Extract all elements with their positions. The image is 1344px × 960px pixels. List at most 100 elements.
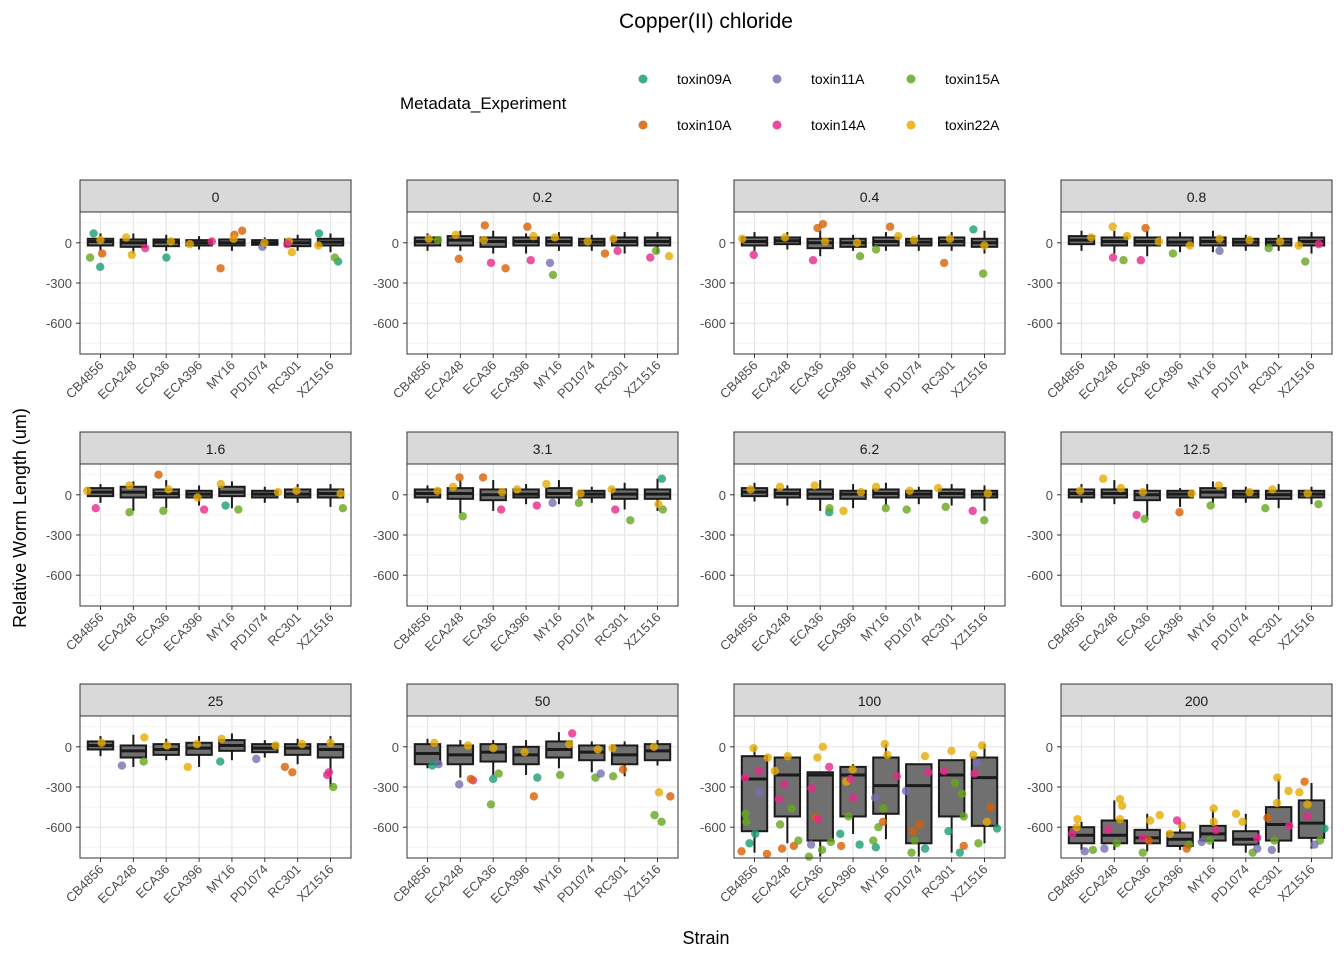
- data-point: [775, 482, 785, 491]
- data-point: [959, 812, 968, 821]
- y-tick-label: 0: [1046, 488, 1053, 503]
- facet-strip: [1060, 431, 1333, 465]
- data-point: [486, 258, 496, 268]
- data-point: [1272, 798, 1282, 808]
- data-point: [745, 839, 754, 848]
- data-point: [548, 270, 558, 280]
- y-tick-label: -600: [700, 820, 726, 835]
- data-point: [1284, 821, 1294, 831]
- data-point: [221, 501, 230, 510]
- data-point: [817, 845, 827, 855]
- data-point: [608, 772, 618, 781]
- data-point: [117, 761, 127, 770]
- data-point: [555, 770, 565, 780]
- data-point: [763, 753, 772, 762]
- data-point: [813, 814, 823, 824]
- data-point: [545, 258, 555, 268]
- data-point: [979, 516, 989, 525]
- boxplot-MY16: [218, 481, 246, 509]
- data-point: [826, 837, 836, 847]
- data-point: [1314, 239, 1323, 249]
- data-point: [1270, 836, 1279, 845]
- y-tick-label: 0: [65, 236, 72, 251]
- data-point: [336, 489, 345, 498]
- data-point: [915, 820, 924, 829]
- data-point: [314, 229, 324, 238]
- data-point: [978, 269, 988, 278]
- boxplot-ECA248: [773, 485, 802, 506]
- data-point: [526, 256, 535, 265]
- data-point: [839, 506, 848, 516]
- data-point: [326, 738, 335, 747]
- data-point: [774, 794, 783, 804]
- data-point: [878, 817, 888, 827]
- facet-strip: [79, 431, 352, 465]
- facet-strip: [406, 683, 679, 717]
- data-point: [428, 761, 437, 770]
- data-point: [576, 489, 585, 498]
- data-point: [607, 485, 616, 494]
- y-tick-label: 0: [392, 236, 399, 251]
- data-point: [252, 754, 261, 764]
- data-point: [1197, 837, 1206, 847]
- data-point: [433, 486, 442, 495]
- data-point: [746, 485, 755, 494]
- data-point: [1185, 241, 1195, 250]
- boxplot-ECA248: [119, 734, 148, 767]
- data-point: [883, 750, 892, 760]
- boxplot-RC301: [610, 741, 639, 777]
- data-point: [1112, 839, 1121, 848]
- data-point: [183, 762, 192, 772]
- data-point: [968, 506, 977, 516]
- data-point: [1253, 844, 1262, 853]
- data-point: [749, 250, 758, 260]
- data-point: [548, 498, 557, 508]
- data-point: [1118, 801, 1127, 810]
- data-point: [1088, 845, 1098, 855]
- data-point: [649, 742, 659, 752]
- data-point: [1098, 474, 1108, 483]
- facet-panel-25: 250-300-600CB4856ECA248ECA36ECA396MY16PD…: [46, 683, 352, 906]
- box: [970, 756, 999, 827]
- data-point: [654, 788, 664, 797]
- y-tick-label: -300: [373, 276, 399, 291]
- legend-item: toxin15A: [906, 71, 1000, 87]
- data-point: [626, 516, 635, 525]
- data-point: [609, 234, 618, 243]
- boxplot-ECA248: [1100, 230, 1129, 254]
- y-tick-label: -600: [700, 568, 726, 583]
- data-point: [1138, 487, 1148, 497]
- legend-label: toxin14A: [811, 117, 866, 133]
- data-point: [618, 765, 628, 774]
- data-point: [1314, 499, 1323, 509]
- data-point: [314, 241, 323, 250]
- data-point: [1209, 804, 1218, 813]
- data-point: [737, 847, 746, 856]
- data-point: [651, 246, 661, 256]
- data-point: [754, 766, 763, 776]
- data-point: [260, 238, 269, 248]
- legend-title: Metadata_Experiment: [400, 94, 567, 113]
- data-point: [1108, 222, 1117, 231]
- data-point: [983, 489, 993, 498]
- data-point: [982, 817, 992, 827]
- data-point: [1303, 800, 1312, 809]
- data-point: [1155, 810, 1164, 820]
- facet-strip-label: 12.5: [1183, 441, 1210, 457]
- data-point: [1310, 840, 1319, 849]
- data-point: [280, 762, 290, 772]
- data-point: [494, 769, 503, 778]
- data-point: [1177, 821, 1187, 831]
- facet-strip-label: 200: [1185, 693, 1209, 709]
- data-point: [1268, 485, 1277, 494]
- data-point: [749, 743, 758, 753]
- data-point: [611, 505, 620, 514]
- legend-label: toxin09A: [677, 71, 732, 87]
- data-point: [920, 844, 930, 853]
- data-point: [154, 470, 163, 479]
- data-point: [297, 739, 307, 749]
- data-point: [1320, 824, 1329, 833]
- data-point: [777, 844, 787, 853]
- data-point: [96, 262, 105, 272]
- data-point: [185, 239, 195, 249]
